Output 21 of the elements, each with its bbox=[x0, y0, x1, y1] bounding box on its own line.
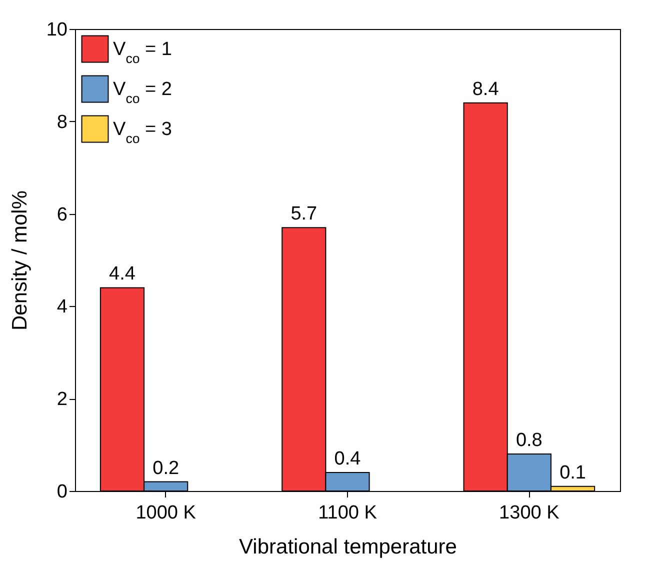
x-tick-label: 1300 K bbox=[499, 502, 560, 524]
y-tick-label: 10 bbox=[46, 20, 68, 40]
data-label: 8.4 bbox=[472, 78, 500, 100]
x-tick-label: 1000 K bbox=[136, 502, 196, 524]
y-tick-label: 0 bbox=[56, 482, 68, 502]
data-label: 4.4 bbox=[109, 264, 136, 285]
y-tick-label: 2 bbox=[56, 389, 68, 410]
x-axis-title: Vibrational temperature bbox=[239, 536, 457, 558]
data-label: 0.1 bbox=[560, 462, 586, 484]
data-label: 5.7 bbox=[290, 204, 318, 225]
data-label: 0.2 bbox=[152, 458, 180, 479]
y-tick-label: 8 bbox=[56, 112, 68, 133]
legend-label: V$_{co}$ = 3 bbox=[113, 119, 172, 146]
x-tick-label: 1100 K bbox=[318, 502, 378, 524]
y-tick-label: 4 bbox=[56, 296, 68, 318]
y-axis-title: Density / mol% bbox=[8, 190, 32, 331]
legend-label: V$_{co}$ = 2 bbox=[113, 79, 172, 106]
legend-label: V$_{co}$ = 1 bbox=[113, 39, 172, 66]
data-label: 0.8 bbox=[516, 430, 542, 452]
y-tick-label: 6 bbox=[56, 204, 68, 226]
data-label: 0.4 bbox=[334, 448, 362, 470]
